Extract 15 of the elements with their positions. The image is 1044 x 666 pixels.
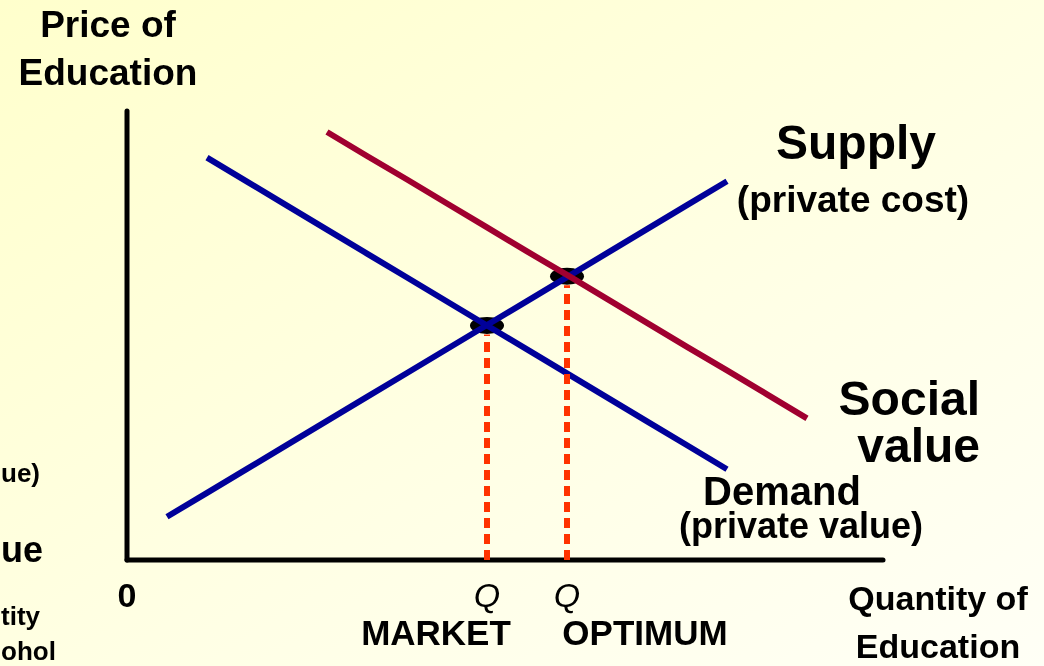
annotation: (private cost)	[736, 179, 970, 220]
annotation: (private value)	[678, 505, 924, 546]
series-label: Supply	[775, 116, 937, 170]
text: ue	[1, 529, 44, 570]
y-axis-title: Price of Education	[18, 4, 198, 93]
text: ue)	[1, 458, 40, 488]
x-axis-title: Quantity of Education	[848, 579, 1029, 665]
x-tick-label: Q	[473, 576, 501, 614]
series-label: Social value	[838, 372, 980, 473]
text: tity	[1, 601, 41, 631]
text: OPTIMUM	[562, 613, 728, 652]
x-tick-label: 0	[117, 576, 137, 614]
text: ohol	[1, 636, 56, 666]
x-tick-label: Q	[553, 576, 581, 614]
text: MARKET	[361, 613, 511, 652]
